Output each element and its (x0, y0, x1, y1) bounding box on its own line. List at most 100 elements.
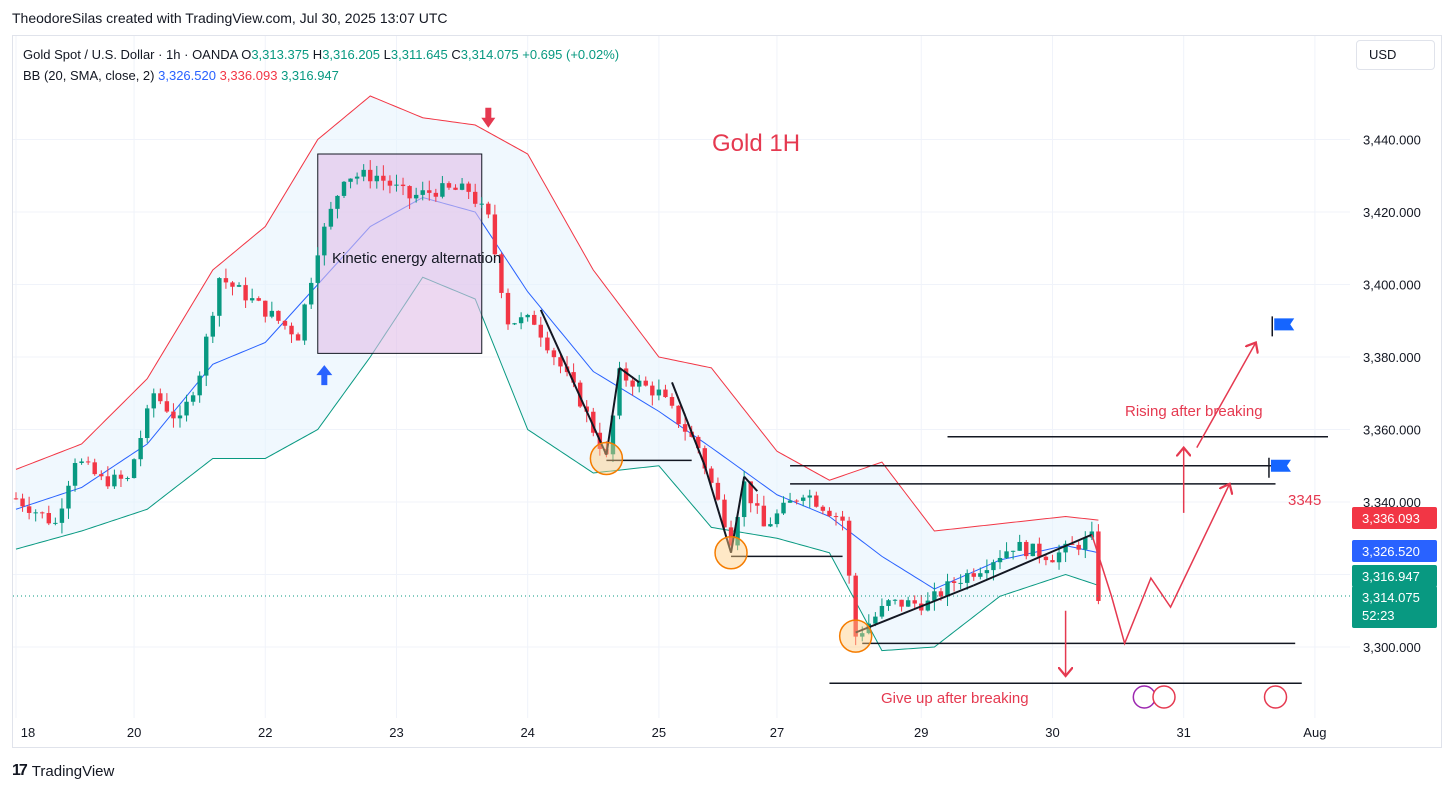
candle-body (374, 175, 379, 182)
candle-body (1017, 541, 1022, 551)
candle-body (807, 495, 812, 498)
candle-body (518, 317, 524, 324)
candle-body (492, 214, 498, 255)
candle-body (860, 633, 865, 637)
high-value: 3,316.205 (322, 47, 381, 62)
open-value: 3,313.375 (251, 47, 310, 62)
candle-body (669, 397, 675, 406)
bb-indicator-label[interactable]: BB (20, SMA, close, 2) (23, 68, 155, 83)
candle-body (53, 522, 58, 524)
candle-body (696, 436, 701, 449)
candle-body (446, 183, 452, 188)
price-tag-bg (1352, 540, 1437, 562)
candle-body (309, 282, 314, 305)
candle-body (886, 600, 891, 606)
candle-body (938, 591, 944, 597)
candle-body (682, 424, 688, 432)
upper-band-line (15, 95, 1099, 532)
price-tag-label: 3,316.947 (1362, 569, 1420, 584)
candle-body (787, 500, 793, 503)
candle-body (768, 524, 773, 527)
candle-body (905, 600, 911, 607)
x-tick-label: 20 (127, 725, 141, 740)
candle-body (781, 502, 786, 514)
candle-body (873, 616, 878, 624)
candle-body (925, 600, 931, 611)
time-axis[interactable]: 18 20 22 23 24 25 27 29 30 31 Aug (21, 725, 1327, 740)
bollinger-bands (15, 95, 1099, 652)
currency-selector[interactable]: USD (1356, 40, 1435, 70)
candle-body (190, 395, 196, 402)
candle-body (125, 478, 130, 480)
candle-body (197, 375, 202, 396)
candle-body (663, 389, 668, 398)
candle-body (932, 591, 937, 601)
candle-body (217, 278, 222, 316)
candle-body (794, 500, 799, 502)
arrow-down-icon (481, 107, 496, 128)
giveup-label: Give up after breaking (881, 690, 1029, 707)
candle-body (912, 600, 917, 604)
candle-body (236, 285, 242, 287)
candle-body (971, 573, 976, 577)
candle-body (171, 411, 176, 419)
candle-body (853, 575, 858, 637)
rising-label: Rising after breaking (1125, 403, 1263, 420)
candle-body (387, 180, 393, 186)
candle-body (899, 599, 904, 607)
candle-body (984, 570, 990, 574)
chart-frame[interactable] (12, 35, 1442, 748)
close-value: 3,314.075 (460, 47, 519, 62)
trend-line (730, 476, 746, 553)
trend-line (743, 475, 759, 492)
candle-body (623, 368, 629, 381)
candle-body (33, 512, 38, 514)
candle-body (840, 516, 845, 521)
candle-body (177, 415, 183, 419)
candle-body (92, 462, 97, 475)
trend-line (973, 533, 1093, 587)
candle-body (427, 190, 432, 193)
candle-body (302, 304, 307, 341)
candle-body (420, 190, 425, 195)
pivot-circle (838, 619, 873, 653)
candle-body (505, 292, 511, 325)
bb-lower-value: 3,316.947 (281, 68, 339, 83)
candle-body (643, 380, 648, 386)
price-tags: 3,336.093 3,326.520 3,316.947 3,314.075 52:2… (1352, 507, 1437, 628)
event-icon (1263, 685, 1288, 709)
candle-body (72, 463, 78, 486)
basis-line (15, 196, 1099, 590)
candle-body (210, 315, 215, 337)
kinetic-box-label: Kinetic energy alternation (332, 250, 501, 267)
band-fill (16, 96, 1099, 651)
candle-body (158, 393, 163, 402)
candle-body (479, 203, 484, 205)
candle-body (335, 195, 340, 209)
x-tick-label: 24 (520, 725, 534, 740)
pivot-circle (714, 536, 748, 570)
candle-body (1037, 543, 1042, 557)
candle-body (801, 497, 806, 501)
candle-body (814, 495, 819, 507)
flag-icon (1270, 459, 1291, 472)
candle-body (879, 605, 885, 617)
candle-body (512, 323, 517, 325)
candle-body (545, 337, 550, 351)
symbol-title[interactable]: Gold Spot / U.S. Dollar · 1h · OANDA (23, 47, 238, 62)
candle-body (991, 562, 996, 571)
candle-body (59, 508, 65, 523)
candle-body (263, 300, 268, 317)
y-tick-label: 3,300.000 (1363, 640, 1421, 655)
candle-body (558, 357, 563, 367)
candle-body (26, 506, 32, 513)
pivot-circle (589, 441, 624, 476)
tradingview-logo[interactable]: 17 TradingView (12, 762, 114, 780)
candle-body (289, 325, 294, 335)
candle-body (322, 226, 327, 256)
x-tick-label: 22 (258, 725, 272, 740)
candle-body (459, 183, 465, 190)
candle-body (368, 169, 373, 182)
candle-body (676, 405, 681, 425)
